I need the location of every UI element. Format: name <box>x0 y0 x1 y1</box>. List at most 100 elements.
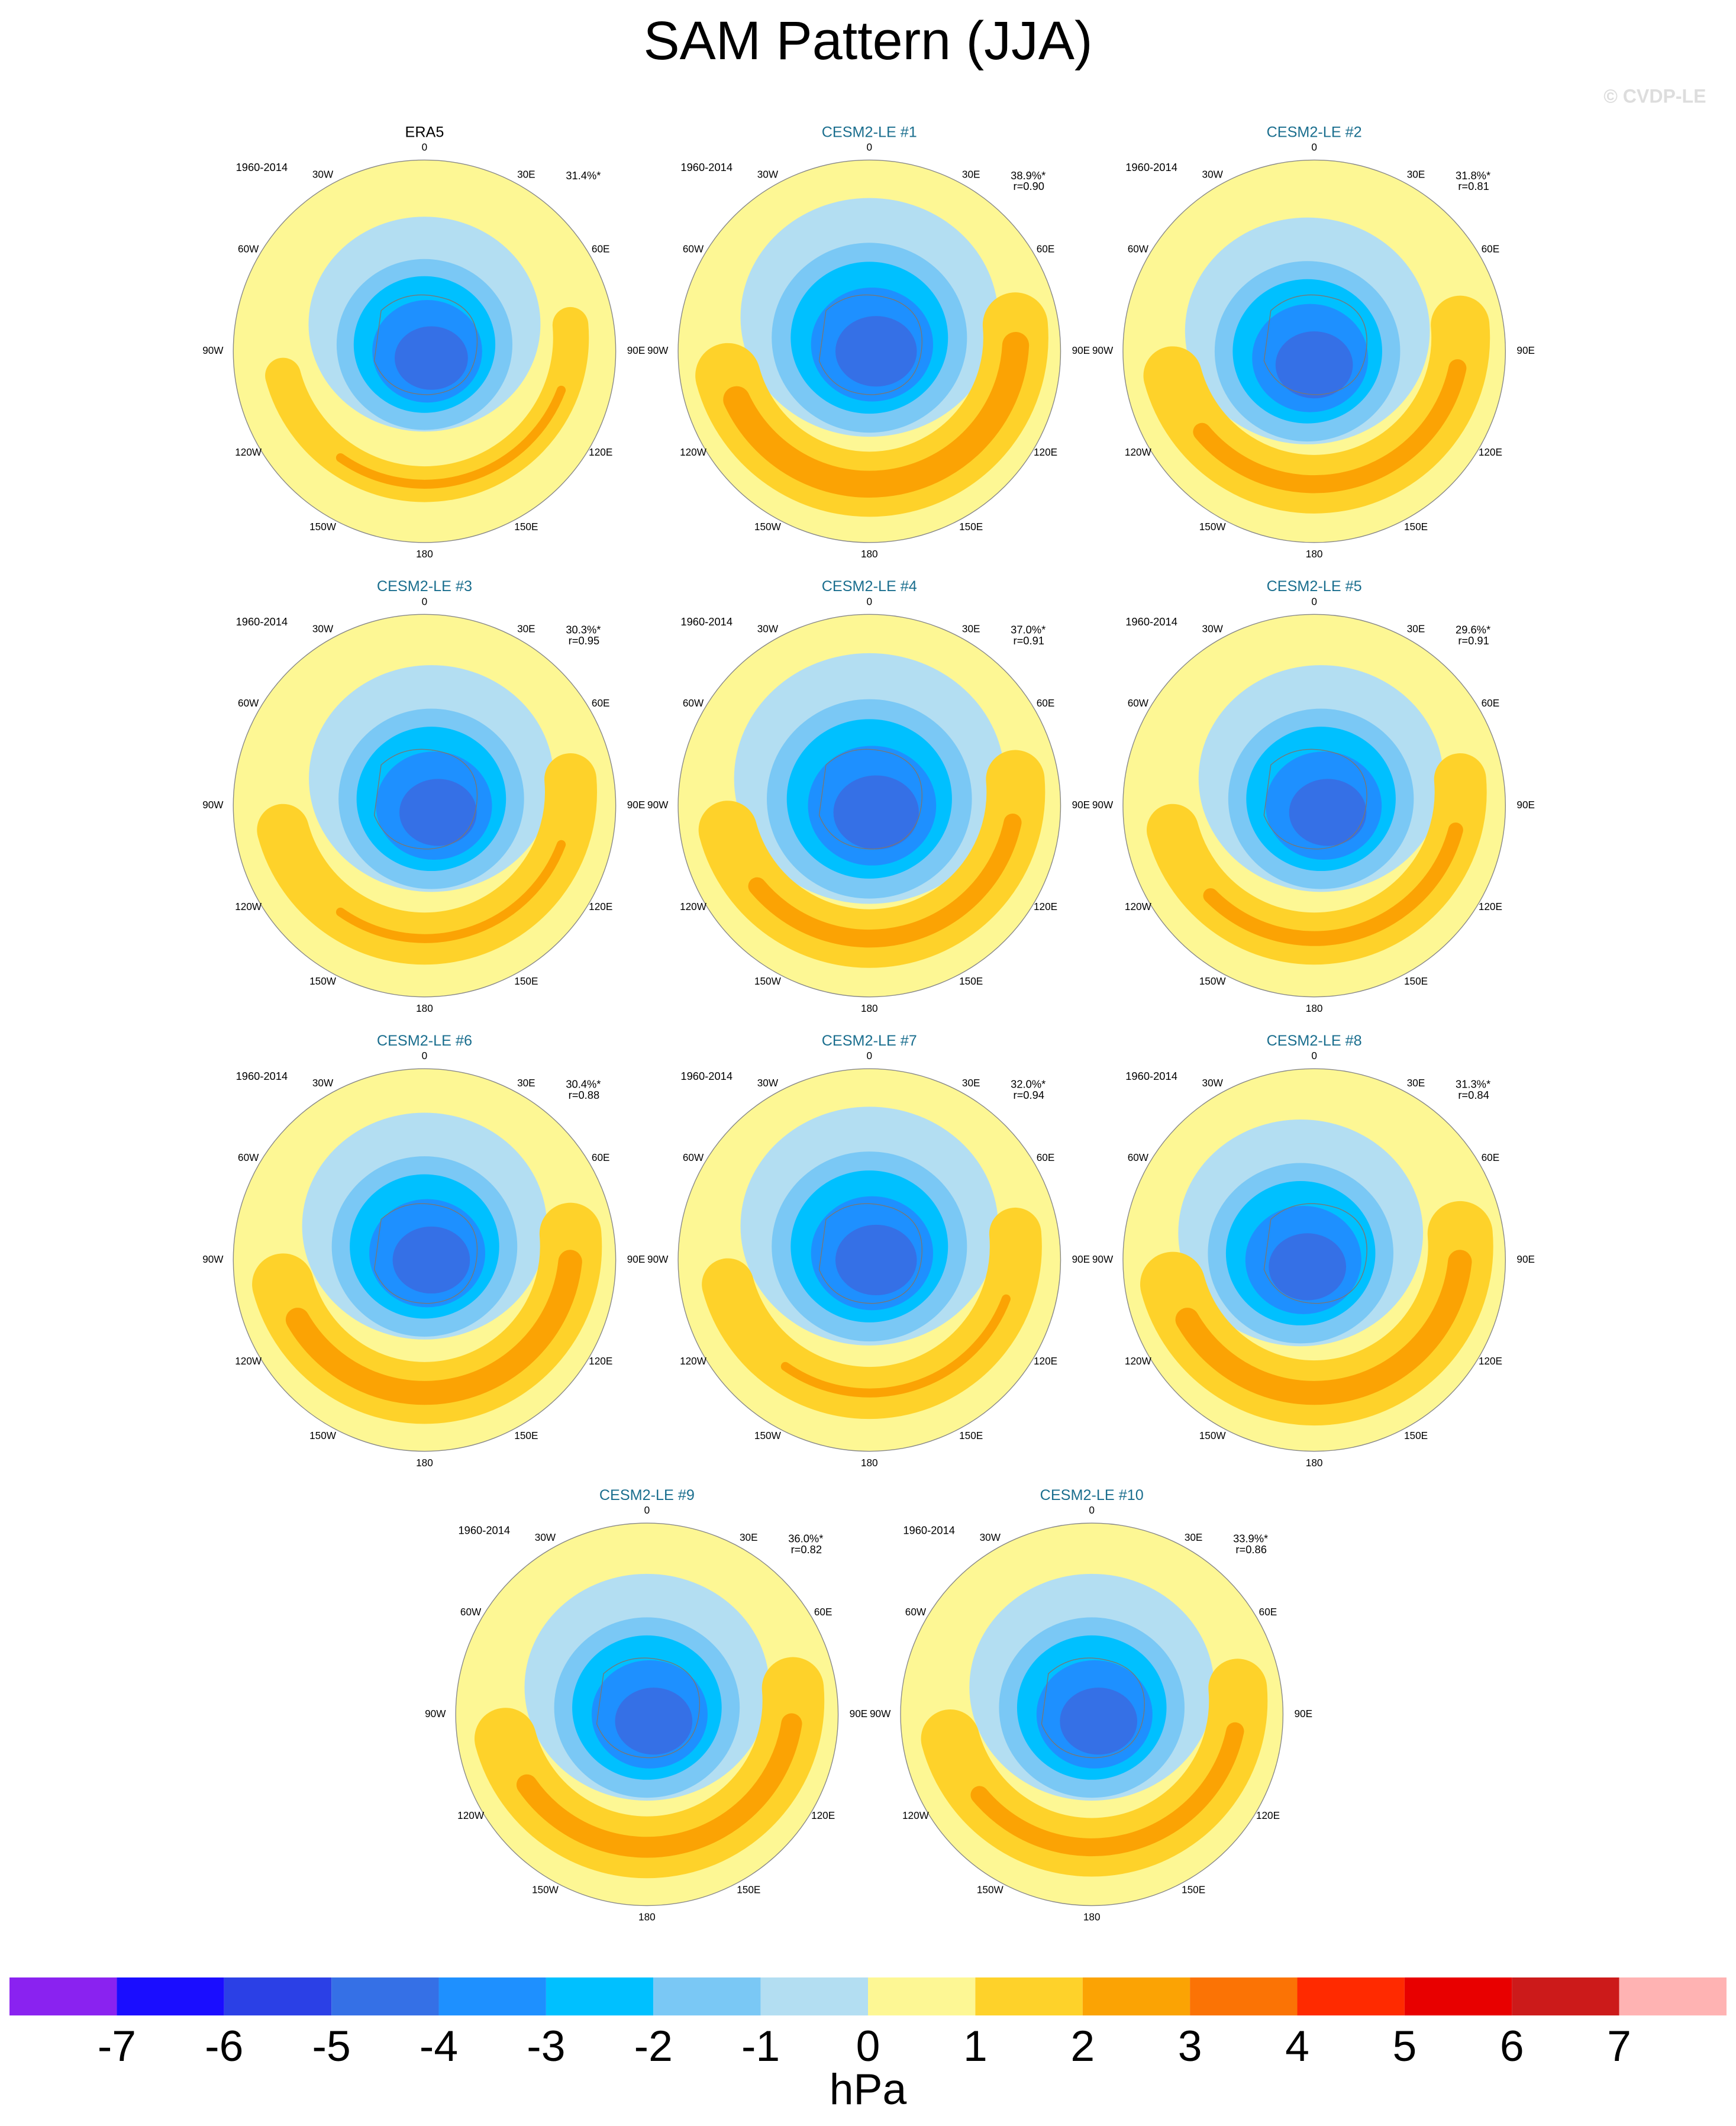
lon-label: 0 <box>422 141 428 153</box>
field-contour <box>780 1294 1011 1398</box>
field-contour <box>285 1250 582 1405</box>
lon-label: 0 <box>1311 141 1317 153</box>
map-panel: 0 30E 60E 90E 120E 150E 180 150W 120W 90W 60W 30W CE… <box>1092 124 1535 560</box>
lon-label: 90E <box>850 1708 868 1719</box>
panel-correlation: r=0.91 <box>1458 634 1489 647</box>
lon-label: 120E <box>589 446 612 458</box>
field-contour <box>399 779 477 846</box>
lon-label: 60W <box>683 1151 704 1163</box>
field-contour <box>1269 1233 1346 1301</box>
map-panel: 0 30E 60E 90E 120E 150E 180 150W 120W 90W 60W 30W CE… <box>870 1487 1312 1923</box>
colorbar-tick-label: 4 <box>1285 2022 1309 2070</box>
lon-label: 0 <box>1311 1050 1317 1062</box>
lon-label: 120W <box>1125 1355 1152 1367</box>
lon-label: 60W <box>460 1606 482 1618</box>
lon-label: 120W <box>235 1355 262 1367</box>
map-panel: 0 30E 60E 90E 120E 150E 180 150W 120W 90W 60W 30W CE… <box>647 1033 1090 1469</box>
map-panel: 0 30E 60E 90E 120E 150E 180 150W 120W 90W 60W 30W CE… <box>202 578 645 1014</box>
colorbar-tick-label: -6 <box>205 2022 243 2070</box>
panel-variance: 31.8%* <box>1456 169 1490 182</box>
panel-title: CESM2-LE #3 <box>377 578 472 595</box>
lon-label: 30W <box>980 1531 1001 1543</box>
lon-label: 90E <box>1516 799 1535 811</box>
lon-label: 120W <box>680 1355 707 1367</box>
lon-label: 150W <box>754 521 782 533</box>
lon-label: 30E <box>1185 1531 1203 1543</box>
lon-label: 60W <box>1128 697 1149 709</box>
lon-label: 30E <box>1407 168 1425 180</box>
panel-years: 1960-2014 <box>680 161 733 173</box>
lon-label: 30E <box>517 168 535 180</box>
lon-label: 90W <box>1092 344 1114 356</box>
map-border <box>1122 614 1506 998</box>
lon-label: 60W <box>238 1151 259 1163</box>
panel-years: 1960-2014 <box>236 1070 288 1082</box>
panel-years: 1960-2014 <box>903 1524 955 1537</box>
panel-correlation: r=0.81 <box>1458 180 1489 192</box>
lon-label: 30W <box>1202 622 1224 634</box>
lon-label: 60E <box>1037 697 1055 709</box>
lon-label: 0 <box>422 595 428 607</box>
field-contour <box>835 316 917 387</box>
panel-years: 1960-2014 <box>236 615 288 628</box>
lon-label: 90W <box>202 344 224 356</box>
lon-label: 120E <box>1034 1355 1057 1367</box>
colorbar-label: hPa <box>830 2065 907 2114</box>
colorbar-box <box>868 1977 976 2016</box>
coastline <box>818 1203 922 1304</box>
map-panel: 0 30E 60E 90E 120E 150E 180 150W 120W 90W 60W 30W CE… <box>425 1487 867 1923</box>
field-contour <box>835 1224 917 1296</box>
field-contour <box>516 1713 802 1858</box>
panel-variance: 30.3%* <box>566 624 601 636</box>
field <box>233 614 616 997</box>
field <box>456 1523 838 1906</box>
lon-label: 120E <box>1479 1355 1502 1367</box>
lon-label: 120W <box>902 1809 930 1821</box>
colorbar-box <box>117 1977 224 2016</box>
lon-label: 150E <box>514 1430 538 1441</box>
field-contour <box>1060 1688 1137 1755</box>
lon-label: 60W <box>238 697 259 709</box>
lon-label: 150E <box>1404 975 1428 987</box>
lon-label: 30W <box>1202 168 1224 180</box>
lon-label: 150E <box>514 521 538 533</box>
field-contour <box>335 385 566 489</box>
lon-label: 30E <box>1407 1077 1425 1089</box>
panel-years: 1960-2014 <box>1125 1070 1177 1082</box>
field-contour <box>1289 779 1367 846</box>
colorbar-box <box>653 1977 761 2016</box>
lon-label: 90E <box>1516 1253 1535 1265</box>
lon-label: 120W <box>235 446 262 458</box>
lon-label: 90W <box>647 1253 669 1265</box>
map-panel: 0 30E 60E 90E 120E 150E 180 150W 120W 90W 60W 30W CE… <box>1092 1033 1535 1469</box>
colorbar-tick-label: 3 <box>1178 2022 1202 2070</box>
lon-label: 0 <box>867 141 873 153</box>
map-border <box>677 614 1061 998</box>
coastline <box>1263 749 1367 850</box>
field <box>901 1523 1283 1906</box>
lon-label: 90W <box>647 799 669 811</box>
map-border <box>233 614 617 998</box>
field-contour <box>1175 1250 1472 1405</box>
colorbar-box <box>975 1977 1083 2016</box>
colorbar-box <box>1297 1977 1405 2016</box>
panel-title: CESM2-LE #9 <box>599 1487 695 1504</box>
lon-label: 60W <box>683 697 704 709</box>
figure-title: SAM Pattern (JJA) <box>643 11 1092 71</box>
panel-correlation: r=0.84 <box>1458 1089 1489 1101</box>
lon-label: 90E <box>1072 1253 1090 1265</box>
lon-label: 90W <box>1092 1253 1114 1265</box>
lon-label: 90W <box>425 1708 446 1719</box>
panel-correlation: r=0.82 <box>791 1543 822 1556</box>
panel-years: 1960-2014 <box>458 1524 510 1537</box>
colorbar-box <box>1190 1977 1298 2016</box>
lon-label: 0 <box>867 595 873 607</box>
colorbar-tick-label: 1 <box>963 2022 988 2070</box>
lon-label: 150W <box>977 1884 1004 1896</box>
panel-title: CESM2-LE #1 <box>822 124 917 140</box>
lon-label: 60E <box>592 243 610 254</box>
panel-variance: 31.3%* <box>1456 1078 1490 1091</box>
lon-label: 30W <box>757 168 779 180</box>
lon-label: 150E <box>1182 1884 1205 1896</box>
